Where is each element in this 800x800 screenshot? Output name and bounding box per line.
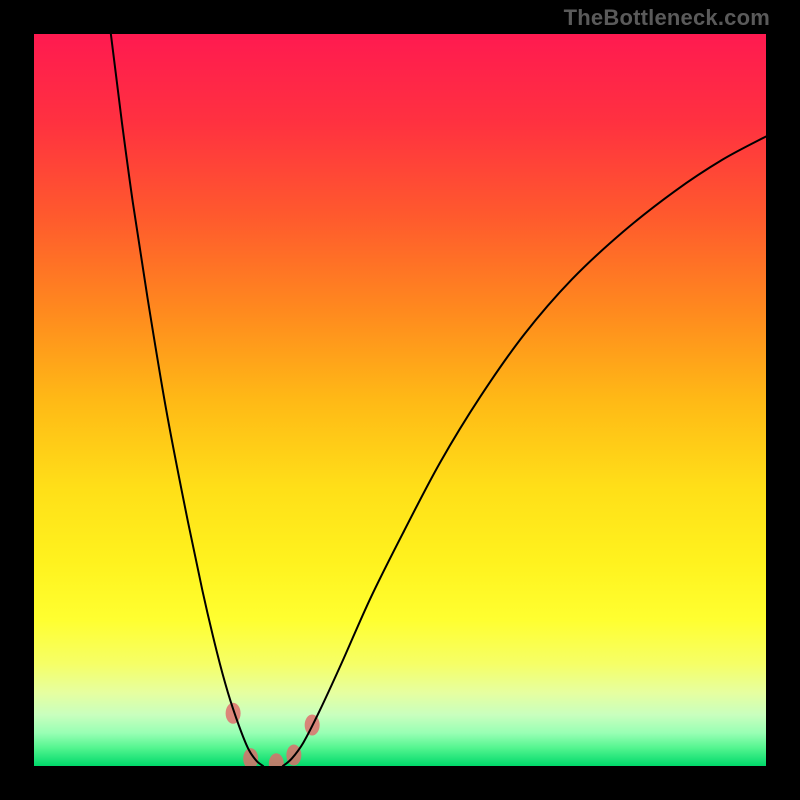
bottleneck-chart <box>0 0 800 800</box>
chart-container: TheBottleneck.com <box>0 0 800 800</box>
watermark: TheBottleneck.com <box>564 5 770 31</box>
plot-background <box>34 34 766 766</box>
